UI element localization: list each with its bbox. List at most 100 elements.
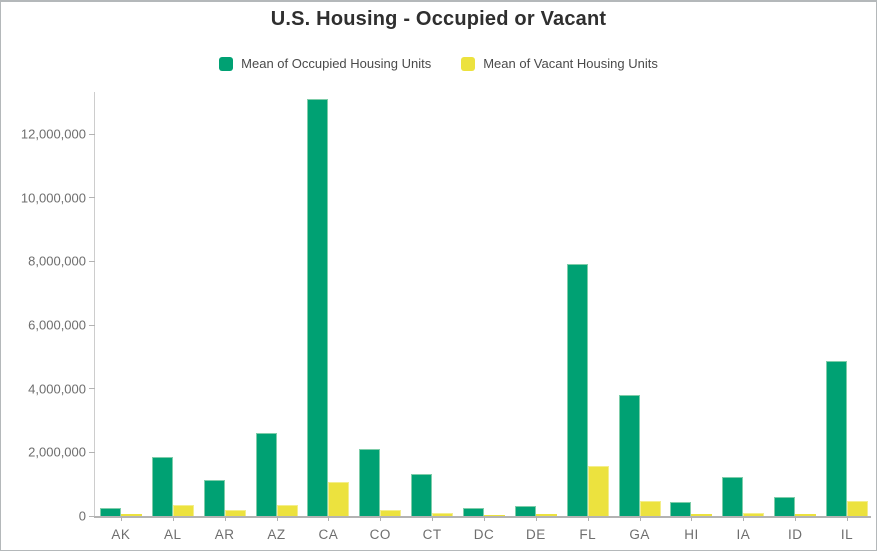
vacant-bar-dc[interactable]	[483, 515, 505, 516]
x-axis-label-dc: DC	[473, 527, 495, 542]
y-axis-tick	[89, 197, 95, 199]
category-group-de: DE	[510, 92, 562, 542]
vacant-bar-ia[interactable]	[743, 512, 765, 516]
y-axis-tick	[89, 324, 95, 326]
y-axis-tick	[89, 260, 95, 262]
x-axis-label-co: CO	[369, 527, 391, 542]
occupied-bar-il[interactable]	[826, 361, 848, 516]
occupied-bar-id[interactable]	[774, 496, 796, 516]
y-axis-tick-label: 4,000,000	[28, 381, 86, 397]
vacant-bar-fl[interactable]	[587, 465, 609, 516]
x-axis-tick	[224, 516, 226, 521]
x-axis-tick	[743, 516, 745, 521]
vacant-bar-al[interactable]	[172, 504, 194, 516]
x-axis-label-ia: IA	[736, 527, 751, 542]
x-axis-label-al: AL	[164, 527, 182, 542]
legend-item-occupied[interactable]: Mean of Occupied Housing Units	[219, 56, 431, 71]
y-axis-tick-label: 2,000,000	[28, 444, 86, 460]
category-group-ak: AK	[95, 92, 147, 542]
y-axis-tick-label: 0	[78, 508, 86, 524]
x-axis-line	[94, 516, 871, 518]
category-group-ar: AR	[199, 92, 251, 542]
x-axis-label-ct: CT	[422, 527, 442, 542]
occupied-bar-ak[interactable]	[99, 507, 121, 516]
legend: Mean of Occupied Housing Units Mean of V…	[1, 56, 876, 71]
x-axis-label-id: ID	[787, 527, 803, 542]
vacant-bar-ct[interactable]	[432, 512, 454, 516]
x-axis-label-ar: AR	[214, 527, 235, 542]
occupied-bar-al[interactable]	[151, 456, 173, 516]
x-axis-label-ga: GA	[629, 527, 650, 542]
vacant-bar-ca[interactable]	[328, 481, 350, 516]
vacant-bar-id[interactable]	[795, 514, 817, 516]
x-axis-tick	[795, 516, 797, 521]
category-group-ca: CA	[302, 92, 354, 542]
occupied-bar-fl[interactable]	[566, 263, 588, 516]
y-axis-tick	[89, 133, 95, 135]
x-axis-label-hi: HI	[684, 527, 699, 542]
category-group-ia: IA	[717, 92, 769, 542]
vacant-swatch-icon	[461, 56, 476, 71]
x-axis-tick	[587, 516, 589, 521]
category-group-hi: HI	[666, 92, 718, 542]
vacant-bar-az[interactable]	[276, 504, 298, 516]
occupied-bar-ct[interactable]	[411, 473, 433, 516]
legend-item-vacant[interactable]: Mean of Vacant Housing Units	[461, 56, 658, 71]
y-axis-tick-label: 6,000,000	[28, 317, 86, 333]
occupied-bar-az[interactable]	[255, 432, 277, 516]
vacant-bar-ak[interactable]	[120, 514, 142, 516]
x-axis-tick	[535, 516, 537, 521]
x-axis-tick	[120, 516, 122, 521]
legend-label-occupied: Mean of Occupied Housing Units	[241, 56, 432, 71]
y-axis-tick-label: 12,000,000	[20, 126, 86, 142]
occupied-bar-de[interactable]	[514, 505, 536, 516]
category-group-az: AZ	[251, 92, 303, 542]
occupied-bar-ia[interactable]	[722, 476, 744, 516]
vacant-bar-hi[interactable]	[691, 514, 713, 516]
x-axis-label-il: IL	[840, 527, 854, 542]
x-axis-tick	[639, 516, 641, 521]
vacant-bar-ar[interactable]	[224, 509, 246, 516]
occupied-bar-dc[interactable]	[462, 507, 484, 516]
x-axis-tick	[483, 516, 485, 521]
vacant-bar-co[interactable]	[380, 510, 402, 516]
category-group-id: ID	[769, 92, 821, 542]
x-axis-label-fl: FL	[579, 527, 597, 542]
x-axis-tick	[691, 516, 693, 521]
x-axis-label-ca: CA	[318, 527, 339, 542]
category-group-dc: DC	[458, 92, 510, 542]
chart-title: U.S. Housing - Occupied or Vacant	[270, 8, 607, 30]
y-axis-tick	[89, 388, 95, 390]
x-axis-label-az: AZ	[267, 527, 286, 542]
x-axis-label-ak: AK	[111, 527, 131, 542]
y-axis-tick	[89, 515, 95, 517]
y-axis-tick-label: 8,000,000	[28, 253, 86, 269]
category-group-al: AL	[147, 92, 199, 542]
category-group-fl: FL	[562, 92, 614, 542]
x-axis-tick	[380, 516, 382, 521]
occupied-bar-hi[interactable]	[670, 502, 692, 516]
occupied-bar-ca[interactable]	[307, 99, 329, 516]
x-axis-tick	[172, 516, 174, 521]
vacant-bar-de[interactable]	[535, 514, 557, 516]
x-axis-tick	[847, 516, 849, 521]
occupied-swatch-icon	[219, 56, 234, 71]
x-axis-label-de: DE	[525, 527, 546, 542]
y-axis-tick-label: 10,000,000	[20, 190, 86, 206]
x-axis-tick	[276, 516, 278, 521]
category-group-il: IL	[821, 92, 873, 542]
y-axis-line	[94, 92, 95, 516]
legend-label-vacant: Mean of Vacant Housing Units	[483, 56, 658, 71]
y-axis-tick	[89, 451, 95, 453]
plot-area: 0 2,000,000 4,000,000 6,000,000 8,000,000 10,…	[21, 92, 873, 542]
occupied-bar-co[interactable]	[359, 449, 381, 516]
category-group-ga: GA	[614, 92, 666, 542]
vacant-bar-il[interactable]	[847, 501, 869, 516]
occupied-bar-ga[interactable]	[618, 395, 640, 516]
x-axis-tick	[328, 516, 330, 521]
category-group-co: CO	[354, 92, 406, 542]
vacant-bar-ga[interactable]	[639, 501, 661, 516]
occupied-bar-ar[interactable]	[203, 479, 225, 516]
x-axis-tick	[432, 516, 434, 521]
